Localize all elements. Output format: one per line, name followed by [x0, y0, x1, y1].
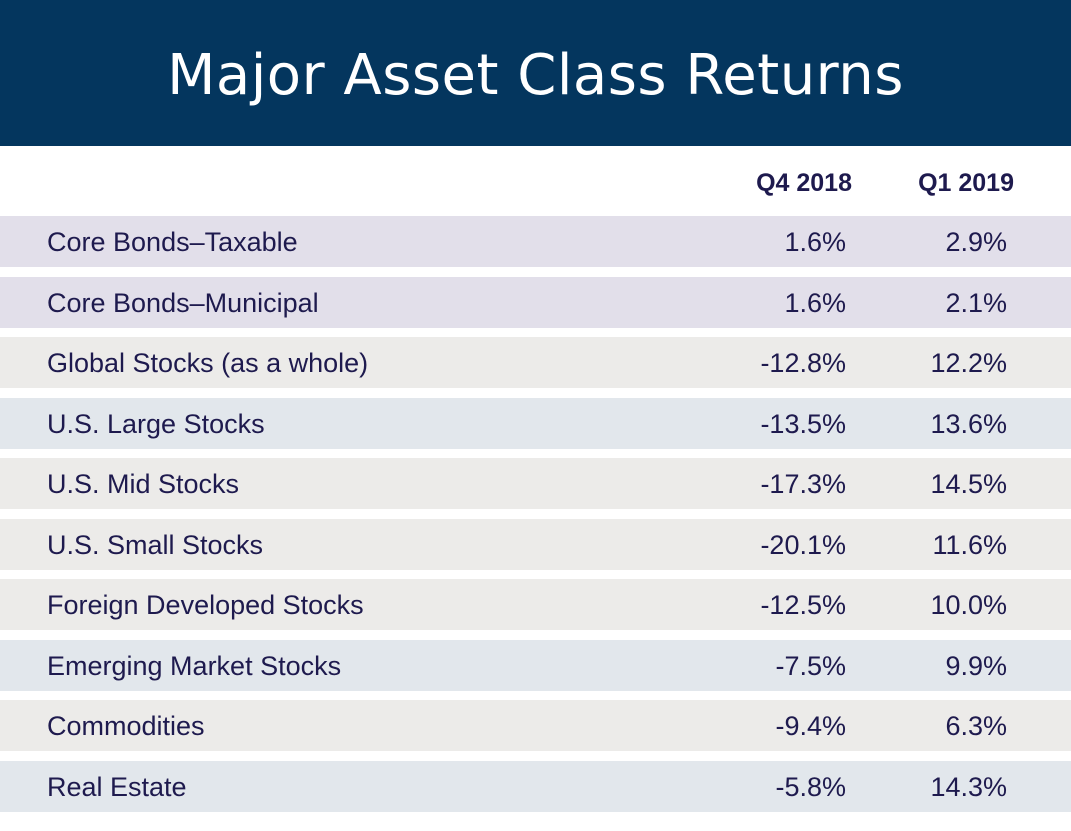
- asset-class-label: Core Bonds–Municipal: [47, 287, 319, 318]
- q4-2018-return: -5.8%: [775, 771, 846, 802]
- asset-class-label: Foreign Developed Stocks: [47, 590, 364, 620]
- table-row: Foreign Developed Stocks -12.5% 10.0%: [0, 579, 1071, 630]
- asset-class-label: U.S. Small Stocks: [47, 529, 264, 560]
- q1-2019-return: 14.3%: [930, 771, 1007, 802]
- q1-2019-return: 14.5%: [930, 469, 1007, 499]
- asset-class-label: Emerging Market Stocks: [47, 650, 342, 681]
- q4-2018-return: -12.8%: [760, 348, 846, 378]
- table-row: Real Estate -5.8% 14.3%: [0, 760, 1071, 812]
- asset-class-label: Core Bonds–Taxable: [47, 227, 298, 257]
- table-title: Major Asset Class Returns: [167, 42, 904, 108]
- q4-2018-return: 1.6%: [784, 287, 846, 318]
- q1-2019-return: 2.1%: [945, 287, 1007, 318]
- q1-2019-return: 2.9%: [945, 227, 1007, 257]
- table-row: Global Stocks (as a whole) -12.8% 12.2%: [0, 337, 1071, 388]
- table-row: Core Bonds–Taxable 1.6% 2.9%: [0, 216, 1071, 267]
- q4-2018-return: -17.3%: [760, 469, 846, 499]
- q4-2018-return: 1.6%: [784, 227, 846, 257]
- table-row: U.S. Large Stocks -13.5% 13.6%: [0, 397, 1071, 449]
- table-row: Core Bonds–Municipal 1.6% 2.1%: [0, 276, 1071, 328]
- q1-2019-return: 6.3%: [945, 711, 1007, 741]
- q4-2018-return: -13.5%: [760, 408, 846, 439]
- q4-2018-return: -9.4%: [775, 711, 846, 741]
- asset-class-label: U.S. Large Stocks: [47, 408, 265, 439]
- q4-2018-return: -7.5%: [775, 650, 846, 681]
- table-row: Commodities -9.4% 6.3%: [0, 700, 1071, 751]
- table-row: U.S. Mid Stocks -17.3% 14.5%: [0, 458, 1071, 509]
- returns-table-body: Core Bonds–Taxable 1.6% 2.9% Core Bonds–Mun…: [0, 216, 1071, 821]
- column-header-q4-2018: Q4 2018: [756, 169, 852, 197]
- q1-2019-return: 13.6%: [930, 408, 1007, 439]
- q1-2019-return: 11.6%: [932, 529, 1007, 560]
- q4-2018-return: -20.1%: [760, 529, 846, 560]
- q1-2019-return: 10.0%: [930, 590, 1007, 620]
- asset-class-label: Global Stocks (as a whole): [47, 348, 369, 378]
- asset-class-label: Commodities: [47, 711, 205, 741]
- title-banner: Major Asset Class Returns: [0, 0, 1071, 146]
- column-header-q1-2019: Q1 2019: [918, 169, 1014, 197]
- table-row: U.S. Small Stocks -20.1% 11.6%: [0, 518, 1071, 570]
- q4-2018-return: -12.5%: [760, 590, 846, 620]
- asset-class-label: Real Estate: [47, 771, 187, 802]
- q1-2019-return: 12.2%: [930, 348, 1007, 378]
- q1-2019-return: 9.9%: [945, 650, 1007, 681]
- table-row: Emerging Market Stocks -7.5% 9.9%: [0, 639, 1071, 691]
- asset-class-label: U.S. Mid Stocks: [47, 469, 240, 499]
